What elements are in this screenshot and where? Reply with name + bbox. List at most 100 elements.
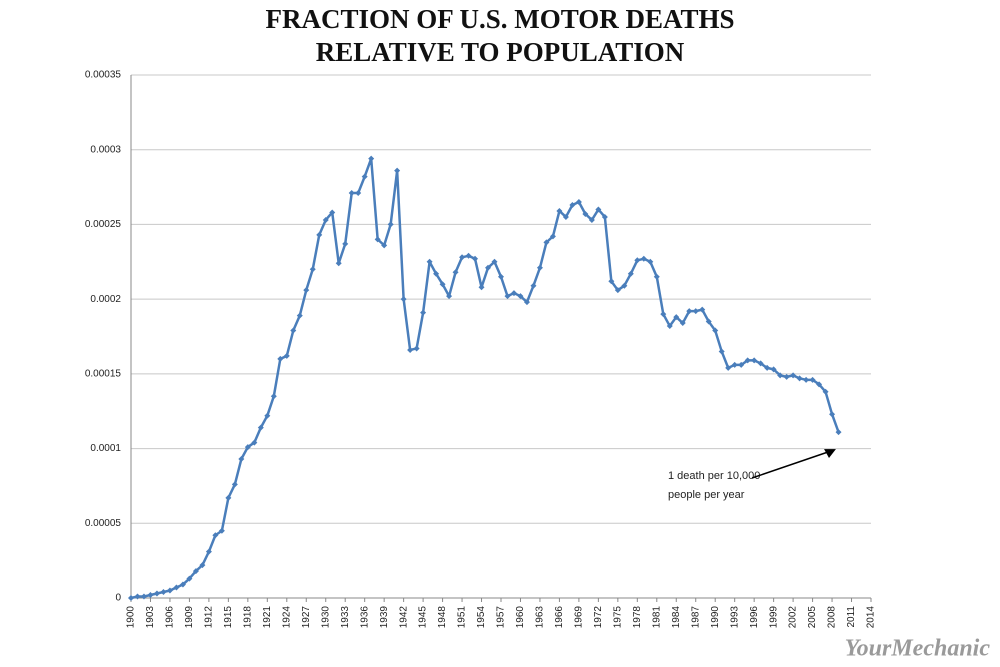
x-tick-label: 1918: [242, 606, 253, 629]
data-point: [725, 364, 732, 371]
x-tick-label: 1942: [398, 606, 409, 629]
data-point: [796, 375, 803, 382]
data-point: [140, 593, 147, 600]
data-point: [361, 173, 368, 180]
data-point: [517, 293, 524, 300]
x-tick-label: 1954: [476, 606, 487, 629]
x-tick-label: 1957: [496, 606, 507, 629]
data-point: [218, 527, 225, 534]
x-tick-label: 2011: [846, 606, 857, 628]
data-point: [504, 293, 511, 300]
data-point: [498, 273, 504, 280]
x-tick-label: 1906: [165, 606, 176, 629]
x-tick-label: 1999: [768, 606, 779, 629]
y-tick-label: 0.00015: [85, 368, 122, 379]
x-tick-label: 1915: [223, 606, 234, 629]
data-point: [835, 429, 842, 436]
data-point: [549, 233, 556, 240]
x-tick-label: 1936: [359, 606, 370, 629]
data-point: [569, 202, 576, 209]
data-point: [251, 439, 258, 446]
data-point: [588, 216, 595, 223]
data-point: [666, 323, 673, 330]
data-point: [647, 258, 654, 265]
data-point: [491, 258, 498, 265]
data-point: [459, 254, 466, 261]
y-tick-label: 0.0003: [90, 144, 121, 155]
data-point: [686, 308, 693, 315]
data-point: [764, 364, 771, 371]
x-tick-label: 1987: [690, 606, 701, 629]
data-point: [381, 242, 388, 249]
annotation: people per year: [668, 489, 745, 501]
data-point: [420, 309, 427, 316]
data-point: [614, 287, 621, 294]
x-tick-label: 2002: [788, 606, 799, 629]
data-point: [673, 314, 680, 321]
data-point: [770, 366, 777, 373]
data-point: [485, 264, 492, 271]
arrow-head: [824, 449, 836, 458]
data-point: [478, 284, 485, 291]
x-tick-label: 1924: [281, 606, 292, 629]
y-tick-label: 0.00005: [85, 518, 122, 529]
y-tick-label: 0.0002: [90, 294, 121, 305]
data-point: [699, 306, 706, 313]
data-point: [244, 444, 251, 451]
x-tick-label: 1978: [632, 606, 643, 629]
data-point: [394, 167, 401, 174]
data-point: [822, 388, 829, 395]
data-point: [816, 381, 823, 388]
data-point: [731, 361, 738, 368]
x-tick-label: 2008: [827, 606, 838, 629]
annotation-arrow: [751, 451, 829, 479]
chart-title: FRACTION OF U.S. MOTOR DEATHS: [265, 4, 734, 34]
annotation: 1 death per 10,000: [668, 470, 760, 482]
data-point: [679, 320, 686, 327]
data-point: [601, 213, 608, 220]
data-point: [705, 318, 712, 325]
data-point: [296, 312, 303, 319]
data-point: [433, 270, 440, 277]
data-point: [426, 258, 433, 265]
data-point: [329, 209, 336, 216]
data-point: [627, 270, 634, 277]
data-point: [147, 592, 154, 599]
data-point: [692, 308, 699, 315]
data-point: [653, 273, 660, 280]
data-point: [128, 595, 134, 601]
data-point: [575, 199, 582, 206]
x-tick-label: 1960: [515, 606, 526, 629]
data-point: [608, 278, 615, 285]
data-point: [744, 357, 751, 364]
data-point: [400, 296, 407, 303]
data-point: [530, 282, 537, 289]
data-point: [413, 345, 420, 352]
x-tick-label: 1975: [612, 606, 623, 629]
data-point: [803, 376, 810, 383]
data-point: [634, 257, 641, 264]
data-point: [303, 287, 310, 294]
data-point: [309, 266, 316, 273]
data-point: [718, 348, 725, 355]
data-point: [582, 210, 589, 217]
data-point: [179, 581, 186, 588]
data-point: [536, 264, 543, 271]
data-point: [452, 269, 459, 276]
data-point: [472, 255, 479, 262]
data-point: [757, 360, 764, 367]
data-point: [465, 252, 472, 259]
x-tick-label: 1933: [340, 606, 351, 629]
x-tick-label: 1990: [710, 606, 721, 629]
y-tick-label: 0.00035: [85, 70, 122, 81]
data-point: [192, 568, 199, 575]
data-point: [270, 393, 277, 400]
x-tick-label: 1912: [204, 606, 215, 629]
x-tick-label: 2014: [866, 606, 877, 629]
x-tick-label: 1969: [574, 606, 585, 629]
data-point: [809, 376, 816, 383]
data-point: [316, 231, 323, 238]
data-point: [173, 584, 180, 591]
data-point: [595, 206, 602, 213]
